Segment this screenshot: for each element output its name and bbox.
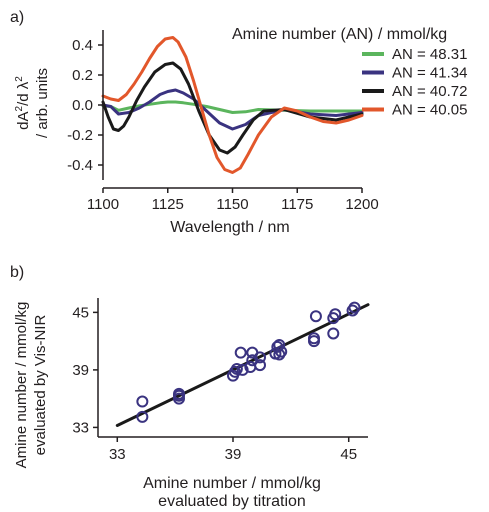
y-tick-label: 0.4 [72, 37, 93, 54]
panel-a-y-axis-label-line2: / arb. units [34, 68, 51, 138]
y-tick-label: -0.4 [67, 157, 93, 174]
data-point [329, 308, 342, 321]
data-point [254, 351, 266, 364]
x-tick-label: 1125 [152, 196, 184, 213]
data-point [136, 410, 149, 423]
y-tick-label: 45 [72, 304, 89, 321]
series-line-4072 [101, 61, 364, 155]
panel-a-plot: 1100 1125 1150 1175 1200 -0.4 -0.2 0.0 0.2 0.4 [67, 30, 379, 213]
legend-title: Amine number (AN) / mmol/kg [232, 26, 447, 43]
panel-b-y-axis-label: Amine number / mmol/kg evaluated by Vis-… [13, 302, 49, 469]
legend-label: AN = 40.05 [392, 102, 467, 119]
legend-label: AN = 41.34 [392, 65, 467, 82]
data-point [346, 304, 359, 317]
data-point [228, 365, 241, 378]
data-point [308, 332, 320, 345]
data-point [230, 362, 243, 375]
data-point [136, 395, 149, 408]
y-tick-label: 33 [72, 419, 89, 436]
data-point [327, 327, 340, 340]
panel-b-y-axis-label-line2: evaluated by Vis-NIR [32, 315, 49, 456]
data-point [254, 359, 266, 372]
panel-a-y-axis-label: dA2/d λ2 / arb. units [14, 68, 51, 138]
x-tick-label: 1175 [281, 196, 313, 213]
panel-b-points [136, 301, 361, 423]
x-tick-label: 33 [109, 446, 126, 463]
panel-a-lines [101, 36, 364, 174]
panel-a-x-axis-label: Wavelength / nm [170, 219, 289, 236]
panel-a-y-ticks: -0.4 -0.2 0.0 0.2 0.4 [67, 37, 103, 174]
panel-b-x-axis-label-line2: evaluated by titration [158, 493, 306, 510]
panel-a-axes [102, 30, 362, 189]
data-point [273, 338, 286, 351]
data-point [234, 346, 247, 359]
x-tick-label: 45 [340, 446, 357, 463]
panel-a-x-ticks: 1100 1125 1150 1175 1200 [87, 188, 379, 213]
y-tick-label: 39 [72, 362, 89, 379]
panel-b-x-axis-label-line1: Amine number / mmol/kg [143, 475, 321, 492]
series-line-4005 [101, 36, 364, 174]
panel-b-label: b) [10, 264, 24, 281]
panel-a-label: a) [10, 9, 24, 26]
legend-label: AN = 48.31 [392, 46, 467, 63]
x-tick-label: 1150 [216, 196, 248, 213]
data-point [348, 301, 361, 314]
panel-b-y-axis-label-line1: Amine number / mmol/kg [13, 302, 30, 469]
data-point [236, 363, 249, 376]
panel-b-x-ticks: 33 39 45 [109, 437, 357, 463]
data-point [309, 310, 322, 323]
legend-label: AN = 40.72 [392, 83, 467, 100]
x-tick-label: 1100 [87, 196, 119, 213]
panel-b-plot: 33 39 45 33 39 45 [72, 298, 370, 463]
y-tick-label: -0.2 [67, 127, 93, 144]
x-tick-label: 39 [225, 446, 242, 463]
data-point [173, 389, 185, 402]
y-tick-label: 0.0 [72, 97, 93, 114]
x-tick-label: 1200 [345, 196, 378, 213]
panel-a-y-axis-label-line1: dA2/d λ2 [14, 76, 32, 130]
panel-b-y-ticks: 33 39 45 [72, 304, 98, 436]
y-tick-label: 0.2 [72, 67, 93, 84]
data-point [275, 345, 288, 358]
